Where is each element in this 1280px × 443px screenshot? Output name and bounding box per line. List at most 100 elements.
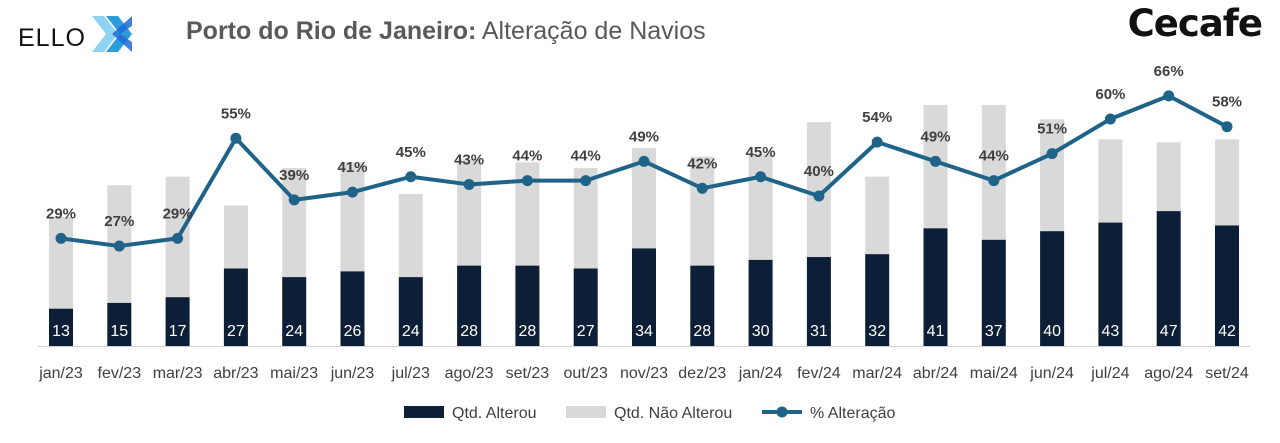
bar-alterou-mar-24	[865, 254, 890, 346]
bar-value-label: 17	[169, 323, 187, 340]
bar-value-label: 31	[810, 323, 828, 340]
pct-point	[988, 175, 1000, 187]
pct-point	[1163, 90, 1175, 102]
bar-alterou-jul-24	[1098, 222, 1123, 346]
bar-alterou-abr-24	[923, 228, 948, 346]
bar-alterou-mai-24	[981, 239, 1006, 346]
bar-nao-alterou-set-24	[1215, 139, 1239, 226]
pct-data-label: 29%	[163, 205, 193, 222]
bar-value-label: 27	[227, 323, 245, 340]
x-tick-label: jul/23	[391, 365, 430, 382]
chart-title-bold: Porto do Rio de Janeiro:	[186, 17, 477, 45]
pct-point	[755, 171, 767, 183]
bar-value-label: 26	[344, 323, 362, 340]
bar-nao-alterou-mar-24	[865, 176, 890, 255]
bar-alterou-jun-24	[1040, 231, 1065, 346]
bar-value-label: 13	[52, 323, 70, 340]
pct-data-label: 58%	[1212, 94, 1242, 111]
bar-alterou-fev-24	[806, 257, 831, 346]
bar-value-label: 15	[110, 323, 128, 340]
cecafe-logo: Cecafe	[1127, 2, 1263, 45]
pct-point	[1046, 148, 1058, 160]
pct-point	[55, 232, 67, 244]
ello-x-mark-icon	[92, 16, 132, 52]
bar-alterou-nov-23	[632, 248, 656, 346]
x-tick-label: mai/24	[970, 365, 1018, 382]
bar-value-label: 27	[577, 323, 595, 340]
bar-nao-alterou-jan-24	[748, 153, 773, 260]
bar-value-label: 37	[985, 323, 1003, 340]
chart-title: Porto do Rio de Janeiro: Alteração de Na…	[186, 17, 706, 46]
bar-value-label: 28	[519, 323, 537, 340]
pct-data-label: 45%	[746, 144, 776, 161]
pct-point	[521, 175, 533, 187]
legend-swatch-nao-alterou	[566, 406, 606, 418]
x-tick-label: ago/23	[445, 365, 494, 382]
pct-data-label: 44%	[571, 148, 601, 165]
pct-point	[813, 190, 825, 202]
bar-alterou-ago-23	[457, 265, 482, 346]
legend-label-nao-alterou: Qtd. Não Alterou	[614, 405, 732, 422]
pct-data-label: 29%	[46, 205, 76, 222]
pct-data-label: 27%	[104, 213, 134, 230]
x-tick-label: mar/23	[153, 365, 203, 382]
bar-alterou-jan-23	[49, 308, 73, 346]
chart-title-rest: Alteração de Navios	[481, 17, 706, 45]
pct-data-label: 49%	[920, 128, 950, 145]
bar-nao-alterou-jul-23	[398, 193, 423, 278]
pct-data-label: 41%	[337, 159, 367, 176]
bar-value-label: 42	[1218, 323, 1236, 340]
bar-alterou-mar-23	[165, 297, 190, 346]
pct-point	[1104, 113, 1116, 125]
pct-data-label: 66%	[1154, 63, 1184, 80]
bar-alterou-dez-23	[690, 265, 715, 346]
x-tick-label: jan/24	[738, 365, 783, 382]
x-tick-label: fev/23	[98, 365, 142, 382]
pct-point	[930, 155, 941, 167]
legend-swatch-alterou	[404, 406, 444, 418]
pct-point	[172, 232, 184, 244]
bar-value-label: 47	[1160, 323, 1178, 340]
pct-data-label: 40%	[804, 163, 834, 180]
x-tick-label: fev/24	[797, 365, 841, 382]
bar-nao-alterou-dez-23	[690, 156, 715, 266]
bar-value-label: 28	[693, 323, 711, 340]
bar-alterou-abr-23	[223, 268, 248, 346]
pct-data-label: 39%	[279, 167, 309, 184]
bar-value-label: 34	[635, 323, 653, 340]
bar-nao-alterou-jun-23	[340, 162, 365, 272]
x-tick-label: dez/23	[678, 365, 726, 382]
bar-value-label: 32	[868, 323, 886, 340]
bar-alterou-fev-23	[107, 302, 132, 346]
bar-nao-alterou-jan-23	[49, 216, 73, 309]
pct-point	[580, 175, 592, 187]
bar-value-label: 40	[1043, 323, 1061, 340]
bar-alterou-set-23	[515, 265, 540, 346]
bar-alterou-ago-24	[1156, 211, 1181, 346]
pct-data-label: 43%	[454, 151, 484, 168]
x-tick-label: set/24	[1205, 365, 1249, 382]
pct-point	[871, 136, 883, 148]
bar-nao-alterou-jun-24	[1040, 119, 1065, 232]
pct-point	[113, 240, 125, 252]
x-tick-label: ago/24	[1144, 365, 1193, 382]
pct-data-label: 42%	[687, 155, 717, 172]
bar-value-label: 30	[752, 323, 770, 340]
ello-logo-text: ELLO	[18, 24, 86, 52]
bar-nao-alterou-ago-24	[1156, 142, 1181, 212]
bar-alterou-jul-23	[398, 277, 423, 346]
bar-value-label: 24	[285, 323, 303, 340]
bar-alterou-jun-23	[340, 271, 365, 346]
legend-label-alterou: Qtd. Alterou	[452, 405, 537, 422]
pct-data-label: 54%	[862, 109, 892, 126]
bar-alterou-set-24	[1215, 225, 1239, 346]
bar-value-label: 43	[1102, 323, 1120, 340]
pct-data-label: 51%	[1037, 121, 1067, 138]
bar-nao-alterou-mai-23	[282, 168, 307, 278]
bar-nao-alterou-mai-24	[981, 104, 1006, 240]
x-tick-label: mar/24	[852, 365, 902, 382]
pct-point	[463, 178, 475, 190]
pct-data-label: 60%	[1095, 86, 1125, 103]
legend-marker-pct	[776, 406, 788, 418]
